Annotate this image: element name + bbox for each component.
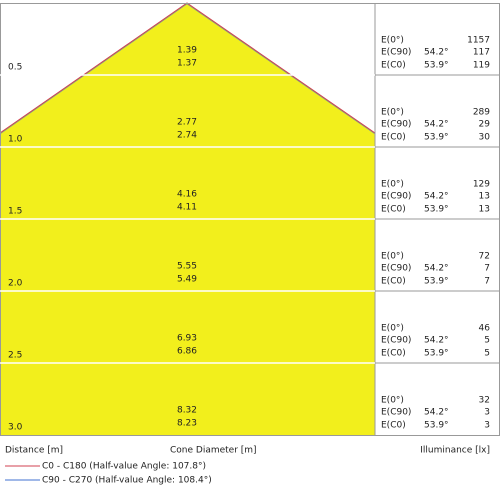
c0-angle: 53.9°	[424, 349, 449, 359]
e0-value: 289	[473, 108, 490, 118]
diameter-c90: 5.49	[177, 275, 197, 285]
diameter-c0: 1.39	[177, 46, 197, 56]
e0-value: 32	[479, 396, 490, 406]
diameter-c90: 2.74	[177, 131, 197, 141]
c0-angle: 53.9°	[424, 61, 449, 71]
distance: 3.0	[8, 423, 23, 433]
c90-value: 7	[484, 264, 490, 274]
c90-label: E(C90)	[381, 336, 411, 346]
distance: 2.5	[8, 351, 22, 361]
c90-angle: 54.2°	[424, 408, 449, 418]
diameter-c0: 4.16	[177, 190, 197, 200]
c0-label: E(C0)	[381, 277, 406, 287]
distance: 2.0	[8, 279, 23, 289]
e0-label: E(0°)	[381, 108, 404, 118]
c90-value: 5	[484, 336, 490, 346]
c90-angle: 54.2°	[424, 192, 449, 202]
distance: 1.0	[8, 135, 23, 145]
c0-label: E(C0)	[381, 61, 406, 71]
c0-value: 13	[479, 205, 490, 215]
c0-value: 3	[484, 421, 490, 431]
diameter-c0: 8.32	[177, 406, 197, 416]
c90-value: 29	[479, 120, 491, 130]
footer-illuminance: Illuminance [lx]	[420, 446, 490, 456]
e0-value: 129	[473, 180, 490, 190]
c0-label: E(C0)	[381, 133, 406, 143]
distance: 1.5	[8, 207, 22, 217]
diameter-c90: 6.86	[177, 347, 197, 357]
c90-angle: 54.2°	[424, 120, 449, 130]
e0-value: 46	[479, 324, 491, 334]
diameter-c90: 1.37	[177, 59, 197, 69]
c90-value: 13	[479, 192, 490, 202]
c90-label: E(C90)	[381, 192, 411, 202]
diameter-c90: 4.11	[177, 203, 197, 213]
e0-label: E(0°)	[381, 324, 404, 334]
c0-label: E(C0)	[381, 205, 406, 215]
c90-value: 117	[473, 48, 490, 58]
c90-value: 3	[484, 408, 490, 418]
c0-value: 5	[484, 349, 490, 359]
c0-label: E(C0)	[381, 349, 406, 359]
diameter-c0: 2.77	[177, 118, 197, 128]
diameter-c90: 8.23	[177, 419, 197, 429]
c90-label: E(C90)	[381, 120, 411, 130]
e0-value: 1157	[467, 36, 490, 46]
c0-angle: 53.9°	[424, 205, 449, 215]
footer-distance: Distance [m]	[5, 446, 63, 456]
distance: 0.5	[8, 63, 22, 73]
e0-label: E(0°)	[381, 36, 404, 46]
c90-angle: 54.2°	[424, 48, 449, 58]
legend-label: C90 - C270 (Half-value Angle: 108.4°)	[42, 476, 212, 486]
e0-label: E(0°)	[381, 252, 404, 262]
c0-value: 119	[473, 61, 490, 71]
c90-label: E(C90)	[381, 264, 411, 274]
c0-angle: 53.9°	[424, 277, 449, 287]
c0-angle: 53.9°	[424, 421, 449, 431]
c90-angle: 54.2°	[424, 336, 449, 346]
e0-label: E(0°)	[381, 396, 404, 406]
c0-value: 30	[479, 133, 491, 143]
legend-label: C0 - C180 (Half-value Angle: 107.8°)	[42, 462, 206, 472]
diameter-c0: 6.93	[177, 334, 197, 344]
diameter-c0: 5.55	[177, 262, 197, 272]
c90-angle: 54.2°	[424, 264, 449, 274]
e0-label: E(0°)	[381, 180, 404, 190]
c90-label: E(C90)	[381, 408, 411, 418]
c90-label: E(C90)	[381, 48, 411, 58]
e0-value: 72	[479, 252, 490, 262]
c0-value: 7	[484, 277, 490, 287]
c0-angle: 53.9°	[424, 133, 449, 143]
footer-diameter: Cone Diameter [m]	[170, 446, 257, 456]
c0-label: E(C0)	[381, 421, 406, 431]
